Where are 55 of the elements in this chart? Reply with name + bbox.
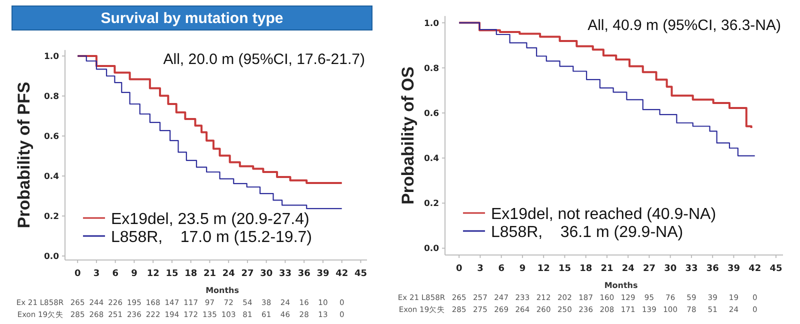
y-tick-label: 0.2 — [44, 212, 60, 222]
x-tick-label: 18 — [580, 264, 592, 274]
legend-label: Ex19del, 23.5 m (20.9-27.4) — [111, 211, 310, 228]
x-tick-label: 21 — [600, 264, 614, 274]
x-tick-label: 39 — [727, 264, 740, 274]
x-tick-label: 42 — [336, 269, 348, 279]
y-tick-label: 0.2 — [424, 199, 440, 210]
x-tick-label: 27 — [642, 264, 656, 274]
x-tick-label: 6 — [112, 269, 118, 279]
x-tick-label: 12 — [537, 264, 550, 274]
y-axis-title: Probability of PFS — [14, 82, 34, 228]
y-tick-label: 1.0 — [424, 18, 440, 29]
y-tick-label: 0.6 — [424, 108, 440, 119]
x-tick-label: 12 — [146, 269, 160, 279]
y-tick-label: 1.0 — [44, 52, 60, 62]
y-axis-title: Probability of OS — [398, 66, 418, 204]
chart-title: Survival by mutation type — [100, 10, 284, 27]
x-tick-label: 0 — [74, 269, 81, 279]
legend-label: L858R, 36.1 m (29.9-NA) — [491, 224, 684, 241]
y-tick-label: 0.4 — [44, 172, 60, 182]
x-tick-label: 9 — [519, 264, 526, 274]
x-tick-label: 24 — [622, 264, 634, 274]
y-tick-label: 0.4 — [424, 154, 440, 164]
x-axis-title: Months — [206, 286, 240, 295]
x-tick-label: 33 — [685, 264, 698, 274]
x-axis-title: Months — [604, 281, 638, 290]
legend-label: Ex19del, not reached (40.9-NA) — [491, 206, 716, 223]
x-tick-label: 3 — [93, 269, 100, 279]
y-tick-label: 0.8 — [424, 64, 440, 74]
x-tick-label: 36 — [298, 269, 310, 279]
x-tick-label: 45 — [770, 264, 782, 274]
x-tick-label: 21 — [203, 269, 216, 279]
y-tick-label: 0.0 — [44, 252, 60, 262]
x-tick-label: 45 — [354, 269, 367, 279]
x-tick-label: 6 — [498, 264, 504, 274]
annotation: All, 20.0 m (95%CI, 17.6-21.7) — [163, 51, 365, 68]
x-tick-label: 33 — [278, 269, 292, 279]
x-tick-label: 18 — [184, 269, 198, 279]
annotation: All, 40.9 m (95%CI, 36.3-NA) — [588, 17, 781, 34]
x-tick-label: 15 — [166, 269, 178, 279]
x-tick-label: 9 — [131, 269, 138, 279]
x-tick-label: 3 — [477, 264, 484, 274]
x-tick-label: 39 — [316, 269, 330, 279]
legend-label: L858R, 17.0 m (15.2-19.7) — [111, 229, 312, 246]
y-tick-label: 0.0 — [424, 244, 440, 254]
x-tick-label: 15 — [558, 264, 571, 274]
x-tick-label: 42 — [748, 264, 762, 274]
x-tick-label: 0 — [456, 264, 462, 274]
x-tick-label: 36 — [706, 264, 719, 274]
x-tick-label: 30 — [260, 269, 273, 279]
x-tick-label: 30 — [664, 264, 677, 274]
y-tick-label: 0.6 — [44, 132, 60, 142]
x-tick-label: 24 — [222, 269, 235, 279]
x-tick-label: 27 — [241, 269, 254, 279]
y-tick-label: 0.8 — [44, 92, 60, 102]
